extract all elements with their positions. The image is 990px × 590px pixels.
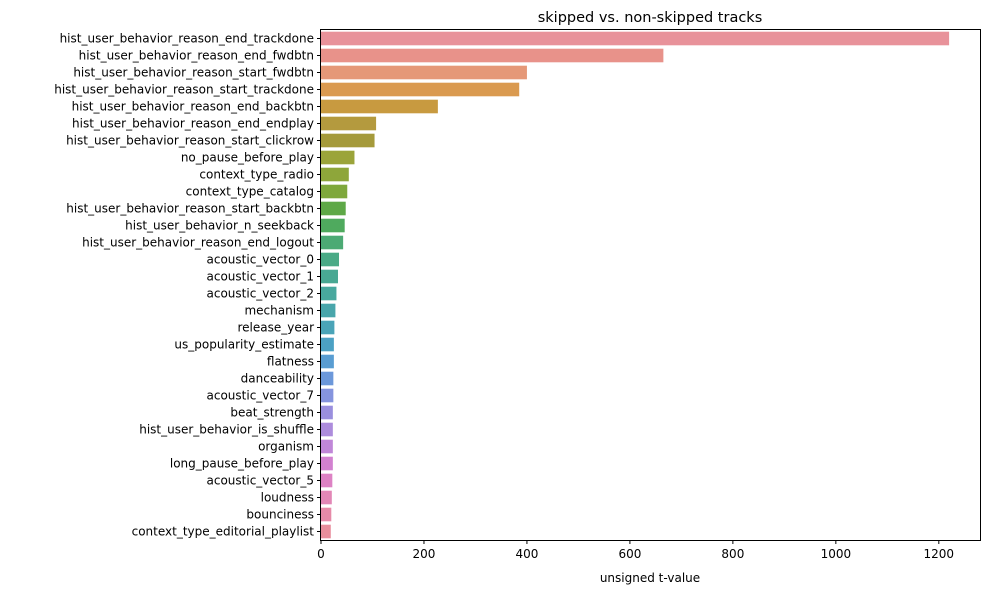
bar-acoustic_vector_0 bbox=[321, 252, 340, 267]
x-tick-label: 400 bbox=[515, 547, 538, 561]
y-tick-label: hist_user_behavior_reason_end_logout bbox=[82, 236, 314, 250]
x-tick-label: 600 bbox=[618, 547, 641, 561]
y-tick-label: danceability bbox=[241, 372, 314, 386]
bar-long_pause_before_play bbox=[321, 456, 333, 471]
category-labels: hist_user_behavior_reason_end_trackdoneh… bbox=[54, 32, 321, 539]
y-tick-label: context_type_editorial_playlist bbox=[132, 525, 315, 539]
y-tick-label: long_pause_before_play bbox=[170, 457, 314, 471]
bars-group bbox=[321, 31, 950, 539]
bar-bounciness bbox=[321, 507, 332, 522]
bar-hist_user_behavior_reason_start_backbtn bbox=[321, 201, 346, 216]
y-tick-label: us_popularity_estimate bbox=[174, 338, 314, 352]
bar-hist_user_behavior_reason_end_backbtn bbox=[321, 99, 438, 114]
bar-flatness bbox=[321, 354, 334, 369]
bar-hist_user_behavior_reason_start_fwdbtn bbox=[321, 65, 527, 80]
y-tick-label: beat_strength bbox=[230, 406, 314, 420]
bar-hist_user_behavior_reason_end_logout bbox=[321, 235, 344, 250]
y-tick-label: hist_user_behavior_reason_start_trackdon… bbox=[54, 83, 314, 97]
y-tick-label: context_type_radio bbox=[199, 168, 314, 182]
bar-context_type_radio bbox=[321, 167, 349, 182]
y-tick-label: acoustic_vector_2 bbox=[207, 287, 314, 301]
bar-organism bbox=[321, 439, 333, 454]
bar-loudness bbox=[321, 490, 332, 505]
bar-danceability bbox=[321, 371, 334, 386]
y-tick-label: hist_user_behavior_reason_start_clickrow bbox=[66, 134, 314, 148]
bar-hist_user_behavior_reason_start_trackdone bbox=[321, 82, 520, 97]
y-tick-label: hist_user_behavior_reason_end_trackdone bbox=[60, 32, 314, 46]
bar-hist_user_behavior_reason_end_trackdone bbox=[321, 31, 950, 46]
bar-beat_strength bbox=[321, 405, 333, 420]
chart-title: skipped vs. non-skipped tracks bbox=[538, 10, 763, 26]
bar-context_type_editorial_playlist bbox=[321, 524, 331, 539]
x-axis-ticks: 0 200 400 600 800 1000 1200 bbox=[317, 540, 954, 561]
y-tick-label: organism bbox=[258, 440, 314, 454]
y-tick-label: hist_user_behavior_reason_end_fwdbtn bbox=[79, 49, 314, 63]
bar-us_popularity_estimate bbox=[321, 337, 334, 352]
y-tick-label: context_type_catalog bbox=[186, 185, 314, 199]
x-tick-label: 1000 bbox=[821, 547, 852, 561]
bar-acoustic_vector_2 bbox=[321, 286, 337, 301]
y-tick-label: hist_user_behavior_is_shuffle bbox=[139, 423, 314, 437]
y-tick-label: hist_user_behavior_reason_end_endplay bbox=[72, 117, 314, 131]
y-tick-label: acoustic_vector_5 bbox=[207, 474, 314, 488]
y-tick-label: acoustic_vector_1 bbox=[207, 270, 314, 284]
y-tick-label: hist_user_behavior_reason_start_backbtn bbox=[66, 202, 314, 216]
y-tick-label: flatness bbox=[267, 355, 314, 369]
y-tick-label: mechanism bbox=[244, 304, 314, 318]
bar-acoustic_vector_1 bbox=[321, 269, 338, 284]
bar-hist_user_behavior_reason_end_endplay bbox=[321, 116, 377, 131]
bar-hist_user_behavior_reason_start_clickrow bbox=[321, 133, 375, 148]
y-tick-label: bounciness bbox=[246, 508, 314, 522]
bar-hist_user_behavior_reason_end_fwdbtn bbox=[321, 48, 664, 63]
plot-frame bbox=[320, 29, 981, 541]
x-tick-label: 1200 bbox=[924, 547, 955, 561]
y-tick-label: no_pause_before_play bbox=[181, 151, 314, 165]
y-tick-label: acoustic_vector_7 bbox=[207, 389, 314, 403]
x-tick-label: 800 bbox=[721, 547, 744, 561]
y-tick-label: release_year bbox=[237, 321, 314, 335]
x-axis-label: unsigned t-value bbox=[600, 571, 700, 585]
bar-acoustic_vector_7 bbox=[321, 388, 334, 403]
x-tick-label: 0 bbox=[317, 547, 325, 561]
x-tick-label: 200 bbox=[413, 547, 436, 561]
bar-mechanism bbox=[321, 303, 336, 318]
bar-no_pause_before_play bbox=[321, 150, 355, 165]
y-tick-label: hist_user_behavior_reason_end_backbtn bbox=[72, 100, 314, 114]
bar-hist_user_behavior_n_seekback bbox=[321, 218, 345, 233]
y-tick-label: hist_user_behavior_n_seekback bbox=[125, 219, 314, 233]
y-tick-label: loudness bbox=[261, 491, 314, 505]
bar-context_type_catalog bbox=[321, 184, 348, 199]
bar-acoustic_vector_5 bbox=[321, 473, 333, 488]
bar-release_year bbox=[321, 320, 335, 335]
y-tick-label: acoustic_vector_0 bbox=[207, 253, 314, 267]
y-tick-label: hist_user_behavior_reason_start_fwdbtn bbox=[73, 66, 314, 80]
bar-hist_user_behavior_is_shuffle bbox=[321, 422, 333, 437]
